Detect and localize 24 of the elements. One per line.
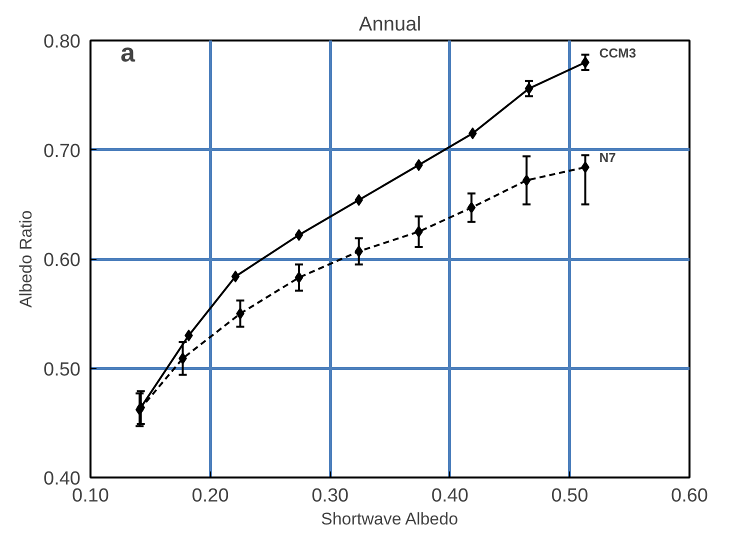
point: [522, 174, 531, 186]
chart-title: Annual: [358, 14, 422, 36]
point: [294, 272, 304, 284]
series-label: N7: [599, 150, 616, 166]
y-tick-label: 0.80: [44, 32, 81, 52]
point: [467, 202, 476, 214]
x-tick-label: 0.30: [312, 486, 349, 506]
point: [524, 82, 534, 95]
annotation: a: [120, 38, 136, 68]
point: [468, 127, 477, 140]
y-axis-title: Albedo Ratio: [16, 210, 36, 308]
y-tick-label: 0.50: [44, 359, 81, 380]
point: [354, 194, 364, 206]
y-tick-label: 0.70: [44, 140, 81, 162]
point: [294, 228, 304, 241]
x-tick-label: 0.20: [192, 486, 229, 506]
series-label: CCM3: [599, 45, 636, 60]
x-axis-title: Shortwave Albedo: [321, 510, 458, 528]
point: [231, 270, 240, 282]
x-tick-label: 0.60: [671, 486, 708, 506]
x-tick-label: 0.40: [431, 486, 468, 506]
x-tick-label: 0.50: [551, 486, 588, 506]
y-tick-label: 0.60: [44, 250, 81, 271]
point: [354, 245, 364, 258]
